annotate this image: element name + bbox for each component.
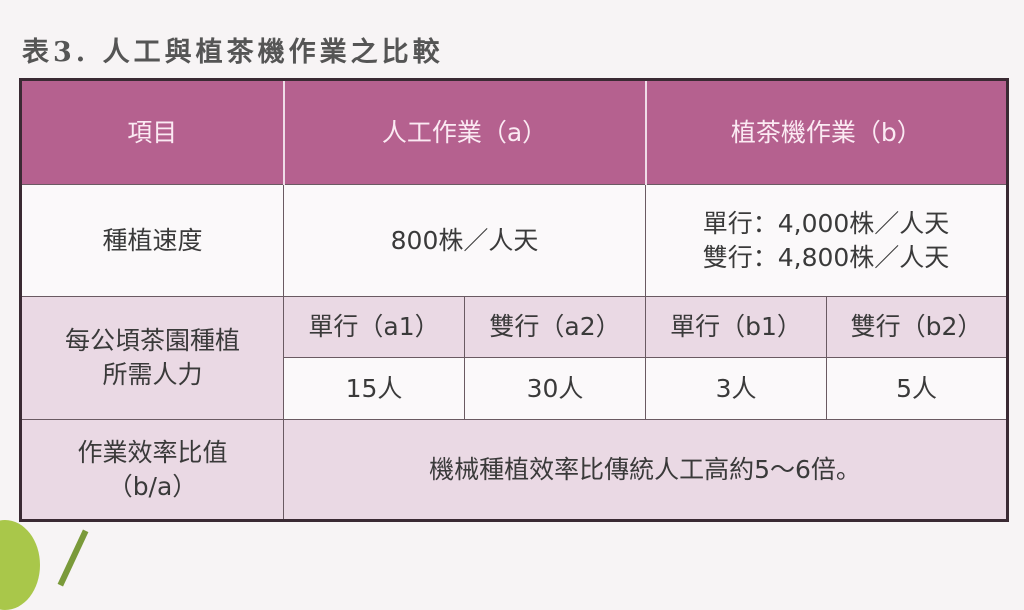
comparison-table: 項目 人工作業（a） 植茶機作業（b） 種植速度 800株／人天 單行：4,00… [19,78,1010,522]
speed-manual: 800株／人天 [282,184,647,297]
header-manual: 人工作業（a） [282,79,647,185]
header-row: 項目 人工作業（a） 植茶機作業（b） [20,79,1008,185]
labor-label: 每公頃茶園種植 所需人力 [20,296,284,420]
speed-row: 種植速度 800株／人天 單行：4,000株／人天 雙行：4,800株／人天 [20,184,1009,297]
stem-decoration-icon [57,529,89,587]
value-b2: 5人 [826,357,1009,420]
ratio-label-line2: （b/a） [107,471,198,501]
subheader-a1: 單行（a1） [283,296,465,358]
header-item: 項目 [20,79,285,185]
value-b1: 3人 [645,357,828,420]
speed-label: 種植速度 [20,184,284,297]
ratio-label-line1: 作業效率比值 [77,437,228,467]
subheader-b1: 單行（b1） [645,296,828,358]
leaf-decoration-icon [0,520,40,610]
speed-machine-single: 單行：4,000株／人天 [702,208,950,238]
subheader-b2: 雙行（b2） [826,296,1009,358]
labor-label-line2: 所需人力 [102,360,203,389]
table-title: 表3. 人工與植茶機作業之比較 [22,37,444,68]
value-a2: 30人 [463,357,647,420]
header-machine: 植茶機作業（b） [645,79,1008,185]
speed-machine-double: 雙行：4,800株／人天 [702,242,950,272]
speed-machine: 單行：4,000株／人天 雙行：4,800株／人天 [645,184,1009,297]
labor-label-line1: 每公頃茶園種植 [64,326,240,356]
ratio-label: 作業效率比值 （b/a） [20,419,284,521]
labor-subheader-row: 每公頃茶園種植 所需人力 單行（a1） 雙行（a2） 單行（b1） 雙行（b2） [20,296,1009,420]
ratio-value: 機械種植效率比傳統人工高約5～6倍。 [282,419,1009,521]
ratio-row: 作業效率比值 （b/a） 機械種植效率比傳統人工高約5～6倍。 [20,419,1009,521]
labor-values-row: 15人 30人 3人 5人 [21,357,1009,420]
value-a1: 15人 [283,357,465,420]
subheader-a2: 雙行（a2） [463,296,647,358]
